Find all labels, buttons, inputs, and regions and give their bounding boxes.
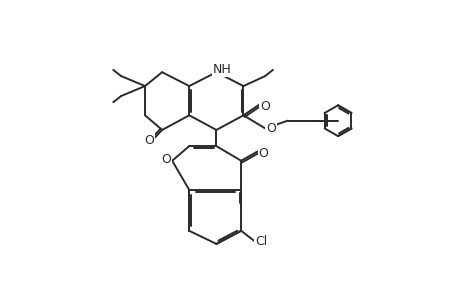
Text: O: O	[258, 147, 268, 160]
Text: O: O	[144, 134, 154, 147]
Text: O: O	[260, 100, 269, 113]
Text: Cl: Cl	[255, 235, 267, 248]
Text: O: O	[266, 122, 276, 135]
Text: NH: NH	[213, 63, 231, 76]
Text: O: O	[161, 153, 171, 166]
